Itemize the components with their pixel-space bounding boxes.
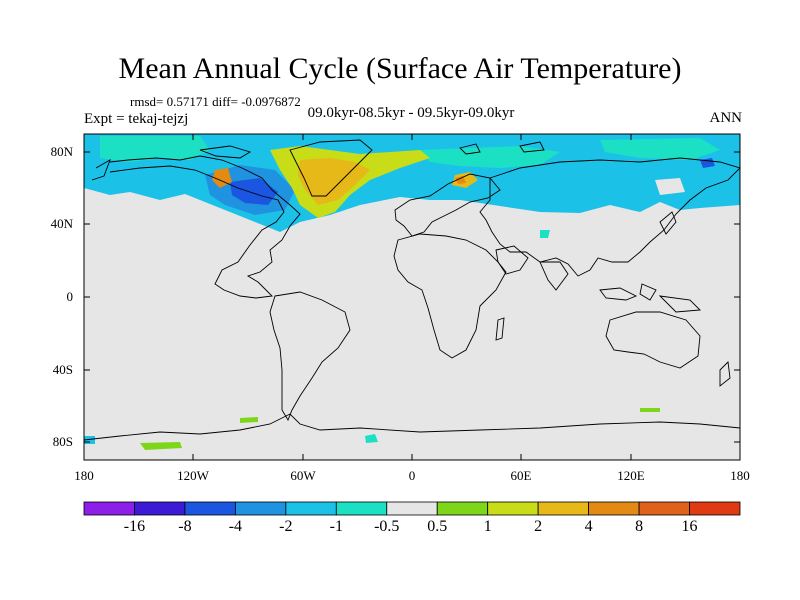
- colorbar-label: -1: [329, 518, 343, 535]
- lat-tick-label: 40S: [52, 362, 73, 377]
- lon-tick-label: 60W: [290, 468, 316, 483]
- colorbar-swatch: [184, 501, 236, 516]
- colorbar-label: 4: [584, 518, 593, 535]
- lat-tick-label: 80N: [50, 144, 73, 159]
- axis-ticks: [83, 134, 741, 460]
- lon-tick-label: 180: [730, 468, 750, 483]
- colorbar-label: -2: [279, 518, 293, 535]
- figure-title: Mean Annual Cycle (Surface Air Temperatu…: [118, 52, 682, 85]
- colorbar-swatch: [386, 501, 438, 516]
- colorbar-label: -4: [228, 518, 243, 535]
- colorbar-swatch: [335, 501, 388, 516]
- colorbar: [83, 501, 741, 516]
- anomaly-shading: [84, 134, 740, 450]
- season-label: ANN: [709, 110, 743, 126]
- colorbar-swatch: [537, 501, 590, 516]
- stats-label: rmsd= 0.57171 diff= -0.0976872: [130, 94, 301, 109]
- lon-tick-label: 120E: [617, 468, 645, 483]
- colorbar-swatch: [134, 501, 186, 516]
- colorbar-label: -8: [178, 518, 192, 535]
- lat-tick-label: 80S: [52, 434, 73, 449]
- colorbar-swatch: [83, 501, 135, 516]
- lon-tick-label: 60E: [510, 468, 532, 483]
- period-label: 09.0kyr-08.5kyr - 09.5kyr-09.0kyr: [307, 105, 515, 121]
- colorbar-label: 1: [483, 518, 492, 535]
- lat-tick-label: 40N: [50, 216, 73, 231]
- coastlines: [83, 139, 741, 441]
- colorbar-swatch: [588, 501, 640, 516]
- colorbar-label: 16: [681, 518, 698, 535]
- colorbar-label: 2: [534, 518, 543, 535]
- experiment-label: Expt = tekaj-tejzj: [84, 111, 189, 127]
- colorbar-swatch: [234, 501, 287, 516]
- colorbar-swatch: [638, 501, 690, 516]
- lat-tick-label: 0: [66, 289, 74, 304]
- lon-tick-label: 0: [408, 468, 416, 483]
- colorbar-label: 0.5: [427, 518, 448, 535]
- colorbar-label: -16: [123, 518, 146, 535]
- colorbar-swatch: [436, 501, 489, 516]
- colorbar-swatch: [487, 501, 539, 516]
- lon-tick-label: 180: [74, 468, 94, 483]
- lon-tick-label: 120W: [177, 468, 209, 483]
- colorbar-swatch: [689, 501, 741, 516]
- colorbar-label: 8: [635, 518, 644, 535]
- colorbar-swatch: [285, 501, 337, 516]
- colorbar-label: -0.5: [374, 518, 400, 535]
